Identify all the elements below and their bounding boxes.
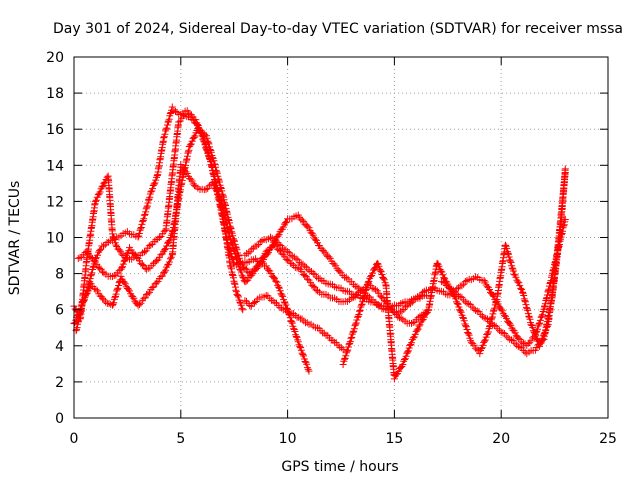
axis-ticks: 0 2 4 6 8 10 12 14 16 18 20 0 5 10 15 20 25 [46,50,617,447]
chart-title: Day 301 of 2024, Sidereal Day-to-day VTE… [53,21,623,37]
x-tick-label: 15 [385,431,403,447]
y-tick-label: 6 [55,303,64,319]
y-tick-label: 20 [46,50,64,66]
y-tick-label: 4 [55,339,64,355]
x-axis-label: GPS time / hours [281,459,398,475]
y-tick-label: 14 [46,158,64,174]
x-tick-label: 25 [599,431,617,447]
x-tick-label: 5 [176,431,185,447]
x-tick-label: 0 [70,431,79,447]
data-points [70,103,569,383]
grid-lines [74,57,608,418]
series-track-8 [437,165,569,358]
y-tick-label: 8 [55,267,64,283]
y-tick-label: 2 [55,375,64,391]
series-track-4 [74,125,433,327]
y-tick-label: 18 [46,86,64,102]
series-markers [437,165,569,358]
series-track-6 [241,291,347,353]
y-axis-label: SDTVAR / TECUs [7,181,23,296]
x-tick-label: 20 [492,431,510,447]
series-markers [241,291,347,353]
x-tick-label: 10 [279,431,297,447]
y-tick-label: 10 [46,231,64,247]
y-tick-label: 12 [46,194,64,210]
y-tick-label: 16 [46,122,64,138]
series-markers [74,125,433,327]
y-tick-label: 0 [55,411,64,427]
